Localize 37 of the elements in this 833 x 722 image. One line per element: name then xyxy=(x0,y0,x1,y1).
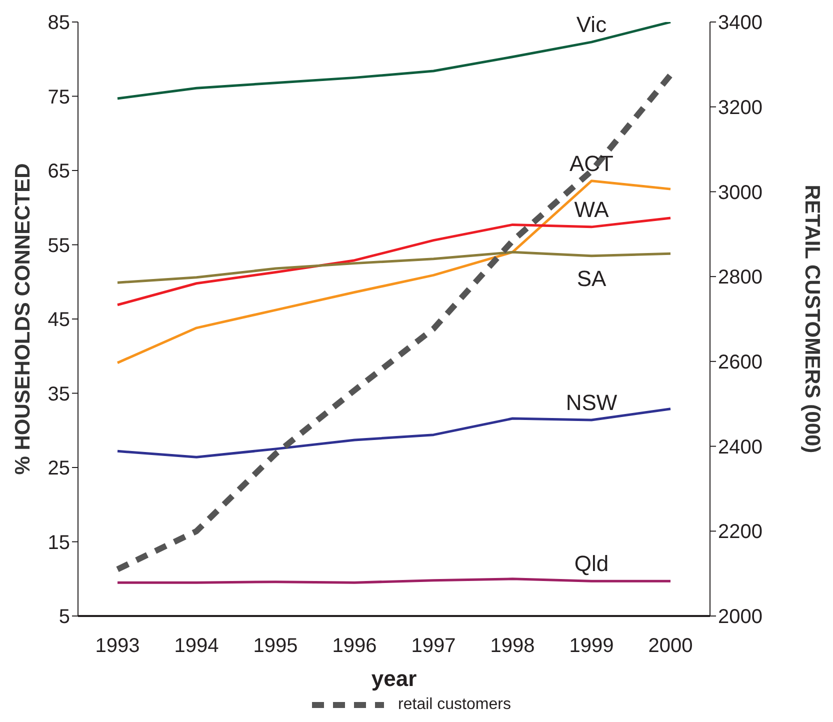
y2-tick-label: 2400 xyxy=(718,436,762,458)
y-tick-label: 5 xyxy=(58,606,70,628)
series-label: NSW xyxy=(566,390,618,415)
x-tick-label: 1994 xyxy=(174,635,219,658)
y-tick-label: 65 xyxy=(48,160,70,183)
x-tick-label: 1993 xyxy=(95,635,140,658)
y-tick-label: 15 xyxy=(48,532,70,554)
series-label: Qld xyxy=(574,551,609,576)
line-series xyxy=(116,180,672,364)
series-label: ACT xyxy=(570,150,614,176)
y-axis-title: % HOUSEHOLDS CONNECTED xyxy=(11,163,34,475)
y2-tick-label: 2800 xyxy=(718,266,762,289)
y2-axis-title: RETAIL CUSTOMERS (000) xyxy=(800,184,824,454)
y-tick-label: 55 xyxy=(48,234,70,257)
series-label: SA xyxy=(576,266,606,291)
x-tick-label: 1999 xyxy=(569,635,614,658)
y-tick-label: 25 xyxy=(48,458,70,480)
x-tick-label: 1995 xyxy=(253,635,298,658)
y2-tick-label: 3200 xyxy=(718,96,762,119)
series-label: Vic xyxy=(576,12,607,38)
x-axis-title: year xyxy=(371,666,418,691)
x-tick-label: 1998 xyxy=(490,635,535,658)
x-tick-label: 2000 xyxy=(648,635,693,658)
x-tick-label: 1997 xyxy=(411,635,456,658)
y2-tick-label: 3400 xyxy=(718,12,762,34)
y-tick-label: 75 xyxy=(48,86,70,108)
y-tick-label: 35 xyxy=(48,383,70,406)
line-series xyxy=(116,216,672,306)
y2-tick-label: 2000 xyxy=(718,606,762,628)
y2-tick-label: 2600 xyxy=(718,352,762,374)
y-tick-label: 45 xyxy=(48,309,70,332)
y2-tick-label: 2200 xyxy=(718,521,762,544)
legend-label: retail customers xyxy=(398,696,511,714)
x-tick-label: 1996 xyxy=(332,635,377,658)
y-tick-label: 85 xyxy=(48,12,70,34)
series-label: WA xyxy=(574,196,610,222)
y2-tick-label: 3000 xyxy=(718,182,762,204)
